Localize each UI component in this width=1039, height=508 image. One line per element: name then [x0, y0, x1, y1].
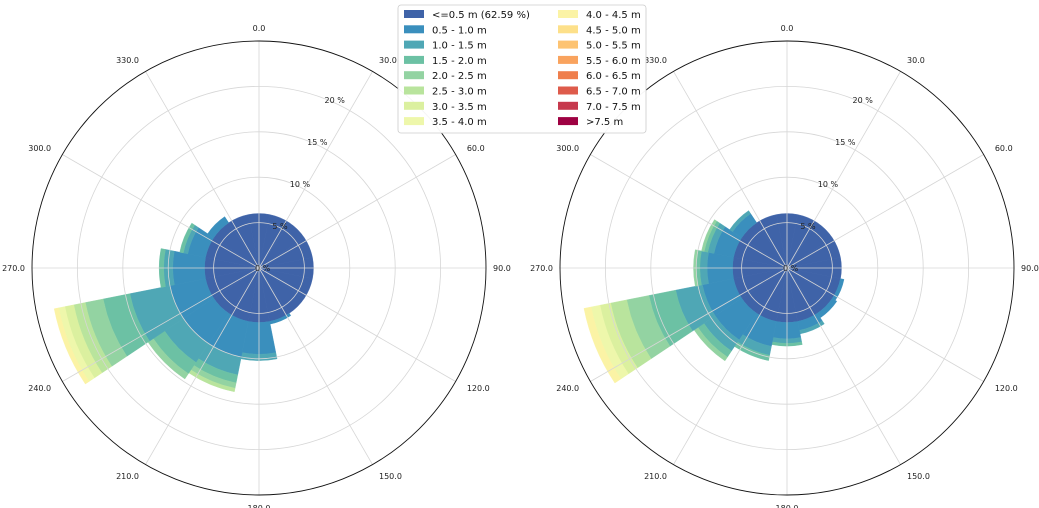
angle-gridline-10 — [62, 154, 260, 269]
legend-label-15: >7.5 m — [586, 117, 623, 128]
angle-tick-label-1: 30.0 — [907, 56, 925, 65]
legend-label-2: 1.0 - 1.5 m — [432, 41, 487, 52]
legend-label-3: 1.5 - 2.0 m — [432, 56, 487, 67]
legend-label-6: 3.0 - 3.5 m — [432, 102, 487, 113]
legend-label-14: 7.0 - 7.5 m — [586, 102, 641, 113]
angle-gridline-1 — [786, 71, 901, 269]
angle-gridline-10 — [590, 154, 788, 269]
legend-label-11: 5.5 - 6.0 m — [586, 56, 641, 67]
angle-tick-label-7: 210.0 — [644, 472, 667, 481]
angle-gridline-5 — [786, 267, 901, 465]
angle-tick-label-1: 30.0 — [379, 56, 397, 65]
legend-label-10: 5.0 - 5.5 m — [586, 41, 641, 52]
angle-tick-label-9: 270.0 — [530, 264, 553, 273]
bar-dir-11-bin-8 — [53, 307, 90, 385]
legend-label-7: 3.5 - 4.0 m — [432, 117, 487, 128]
angle-tick-label-0: 0.0 — [781, 24, 794, 33]
legend-box — [397, 4, 647, 134]
legend-swatch-3 — [404, 55, 424, 64]
windrose-right: 0 % 5 % 10 % 15 % 20 % 0.0 30.0 60.0 90.0 120.0 15… — [530, 24, 1039, 508]
angle-gridline-8 — [590, 267, 788, 382]
angle-tick-label-9: 270.0 — [2, 264, 25, 273]
legend-swatch-9 — [558, 25, 578, 34]
legend-label-8: 4.0 - 4.5 m — [586, 10, 641, 21]
angle-tick-label-11: 330.0 — [644, 56, 667, 65]
bar-dir-14-bin-2 — [729, 210, 751, 232]
angle-tick-label-2: 60.0 — [995, 144, 1013, 153]
angle-gridline-5 — [258, 267, 373, 465]
angle-gridline-8 — [62, 267, 260, 382]
angle-tick-label-0: 0.0 — [253, 24, 266, 33]
angle-tick-label-5: 150.0 — [379, 472, 402, 481]
legend-swatch-5 — [404, 86, 424, 95]
angle-gridline-4 — [786, 267, 984, 382]
legend-swatch-14 — [558, 101, 578, 110]
legend-swatch-7 — [404, 117, 424, 126]
angle-tick-label-6: 180.0 — [776, 504, 799, 508]
legend-swatch-4 — [404, 71, 424, 80]
polar-frame — [31, 40, 487, 496]
radial-tick-label-0: 0 % — [255, 264, 271, 273]
angle-tick-label-3: 90.0 — [1021, 264, 1039, 273]
angle-tick-label-5: 150.0 — [907, 472, 930, 481]
bar-dir-13-bin-4 — [701, 219, 718, 252]
angle-tick-label-10: 300.0 — [556, 144, 579, 153]
windrose-left: 0 % 5 % 10 % 15 % 20 % 0.0 30.0 60.0 90.0 120.0 15… — [2, 24, 511, 508]
polar-frame — [559, 40, 1015, 496]
legend-swatch-6 — [404, 101, 424, 110]
bar-dir-13-bin-3 — [179, 222, 196, 254]
angle-tick-label-4: 120.0 — [467, 384, 490, 393]
angle-tick-label-6: 180.0 — [248, 504, 271, 508]
legend-label-12: 6.0 - 6.5 m — [586, 71, 641, 82]
radial-tick-label-1: 5 % — [272, 222, 288, 231]
legend-swatch-1 — [404, 25, 424, 34]
bar-dir-11-bin-8 — [583, 306, 622, 384]
angle-gridline-11 — [673, 71, 788, 269]
radial-tick-label-4: 20 % — [852, 96, 873, 105]
angle-tick-label-4: 120.0 — [995, 384, 1018, 393]
angle-gridline-2 — [258, 154, 456, 269]
radial-tick-label-3: 15 % — [835, 138, 856, 147]
radial-tick-label-4: 20 % — [324, 96, 345, 105]
angle-gridline-11 — [145, 71, 260, 269]
angle-gridline-4 — [258, 267, 456, 382]
angle-tick-label-8: 240.0 — [28, 384, 51, 393]
angle-gridline-7 — [145, 267, 260, 465]
legend-swatch-2 — [404, 40, 424, 49]
radial-tick-label-0: 0 % — [783, 264, 799, 273]
radial-tick-label-2: 10 % — [818, 180, 839, 189]
angle-tick-label-3: 90.0 — [493, 264, 511, 273]
angle-tick-label-10: 300.0 — [28, 144, 51, 153]
legend-swatch-13 — [558, 86, 578, 95]
legend: <=0.5 m (62.59 %) 0.5 - 1.0 m 1.0 - 1.5 m 1… — [397, 4, 647, 134]
legend-label-5: 2.5 - 3.0 m — [432, 87, 487, 98]
legend-swatch-0 — [404, 10, 424, 18]
radial-tick-label-2: 10 % — [290, 180, 311, 189]
legend-label-9: 4.5 - 5.0 m — [586, 25, 641, 36]
angle-tick-label-7: 210.0 — [116, 472, 139, 481]
legend-swatch-12 — [558, 71, 578, 80]
legend-label-1: 0.5 - 1.0 m — [432, 25, 487, 36]
legend-label-4: 2.0 - 2.5 m — [432, 71, 487, 82]
angle-tick-label-2: 60.0 — [467, 144, 485, 153]
legend-swatch-11 — [558, 55, 578, 64]
legend-swatch-10 — [558, 40, 578, 49]
radial-tick-label-3: 15 % — [307, 138, 328, 147]
legend-swatch-15 — [558, 117, 578, 126]
legend-label-0: <=0.5 m (62.59 %) — [432, 10, 530, 21]
angle-gridline-7 — [673, 267, 788, 465]
angle-tick-label-8: 240.0 — [556, 384, 579, 393]
legend-swatch-8 — [558, 10, 578, 18]
angle-gridline-1 — [258, 71, 373, 269]
angle-gridline-2 — [786, 154, 984, 269]
angle-tick-label-11: 330.0 — [116, 56, 139, 65]
legend-label-13: 6.5 - 7.0 m — [586, 87, 641, 98]
radial-tick-label-1: 5 % — [800, 222, 816, 231]
